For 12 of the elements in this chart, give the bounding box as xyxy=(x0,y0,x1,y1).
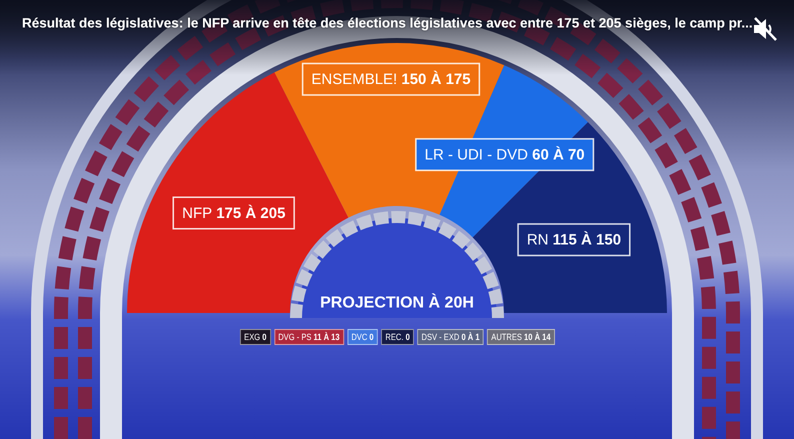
slice-label: NFP 175 À 205 xyxy=(182,204,286,222)
text: REC. 0 xyxy=(380,329,414,345)
text: DVC 0 xyxy=(346,329,378,345)
slice-label: LR - UDI - DVD 60 À 70 xyxy=(424,146,585,164)
text: DSV - EXD 0 À 1 xyxy=(416,329,484,345)
text: AUTRES 10 À 14 xyxy=(486,329,554,345)
chart-title: Résultat des législatives: le NFP arrive en tête des élections législatives avec entre 175 et 205 sièges, le camp pr... xyxy=(22,16,753,30)
text: EXG 0 xyxy=(240,329,270,345)
slice-label: ENSEMBLE! 150 À 175 xyxy=(311,70,471,88)
slice-label: RN 115 À 150 xyxy=(526,230,622,249)
text: PROJECTION À 20H xyxy=(320,292,474,312)
text: DVG - PS 11 À 13 xyxy=(274,329,344,345)
